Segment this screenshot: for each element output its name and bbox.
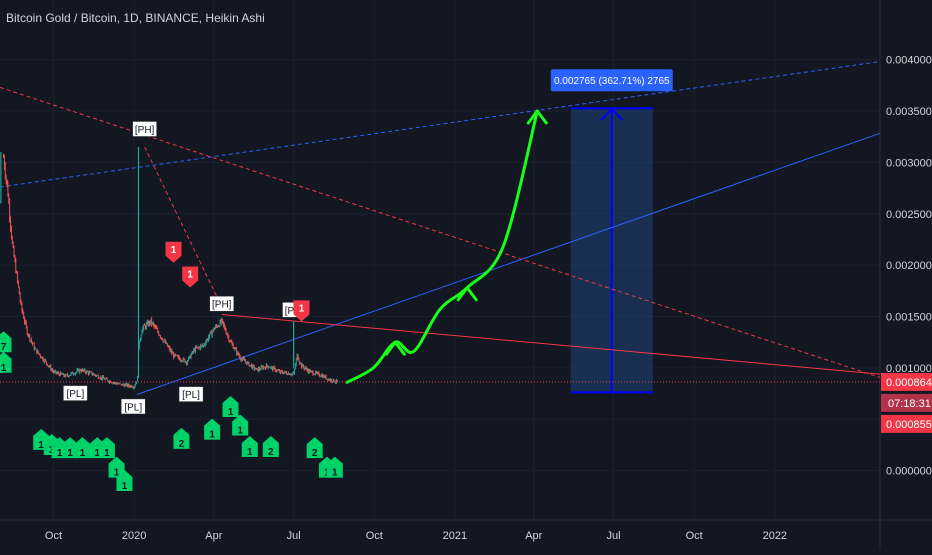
buy-signal-label: 2 [312, 448, 318, 459]
projection-path [345, 109, 539, 384]
pivot-label: [PL] [124, 402, 142, 413]
trendline-support-solid-blue [136, 132, 881, 396]
projection-arrow-head [456, 286, 478, 302]
price-tick-label: 0.001000 [886, 363, 932, 375]
buy-signal-marker [62, 437, 79, 459]
projection-arrow-head [384, 340, 406, 356]
price-tick-label: 0.002500 [886, 209, 932, 221]
buy-signal-label: 2 [179, 439, 185, 450]
buy-signal-label: 1 [80, 448, 86, 459]
sell-signal-label: 1 [171, 245, 177, 256]
buy-signal-label: 2 [268, 447, 274, 458]
price-tick-label: 0.003000 [886, 157, 932, 169]
measure-label-box [550, 69, 673, 92]
price-tick-label: 0.001500 [886, 312, 932, 324]
buy-signal-marker [306, 437, 323, 459]
symbol-title: Bitcoin Gold / Bitcoin, 1D, BINANCE, Hei… [6, 11, 265, 25]
price-tick-label: 0.002000 [886, 260, 932, 272]
buy-signal-marker [326, 456, 343, 478]
price-tick-label: 0.004000 [886, 55, 932, 67]
grid-lines [0, 0, 880, 520]
buy-signal-marker [222, 395, 239, 417]
countdown-tag [881, 393, 932, 412]
buy-signals: 17131111111211112211 [0, 331, 343, 492]
buy-signal-marker [108, 456, 125, 478]
price-tick-label: 0.000000 [886, 466, 932, 478]
buy-signal-marker [173, 427, 190, 449]
sell-signal-marker [182, 266, 199, 288]
pivot-label: [PL] [66, 389, 84, 400]
time-tick-label: Jul [287, 530, 301, 542]
buy-signal-label: 1 [122, 481, 128, 492]
sell-signal-label: 1 [299, 303, 305, 314]
last-price-value: 0.000864 [886, 377, 932, 389]
pivot-label: [PH] [212, 300, 232, 311]
pivot-label-box [120, 398, 146, 415]
time-tick-label: Apr [525, 530, 542, 542]
pivot-label: [PL] [182, 390, 200, 401]
pivot-label-box [209, 295, 235, 312]
buy-signal-label: 1 [247, 447, 253, 458]
buy-signal-marker [116, 469, 133, 491]
secondary-price-value: 0.000855 [886, 419, 932, 431]
buy-signal-label: 1 [114, 468, 120, 479]
buy-signal-label: 1 [104, 448, 110, 459]
trendline-descending-solid-red [221, 313, 881, 375]
sell-signal-marker [165, 241, 182, 263]
time-tick-label: Apr [205, 530, 222, 542]
measure-label: 0.002765 (362.71%) 2765 [554, 76, 670, 87]
buy-signal-marker [232, 414, 249, 436]
time-tick-label: 2022 [763, 530, 787, 542]
buy-signal-label: 1 [57, 448, 63, 459]
buy-signal-label: 1 [67, 448, 73, 459]
buy-signal-label: 1 [209, 430, 215, 441]
pivot-label-box [63, 385, 88, 401]
price-series-candles [0, 146, 338, 390]
buy-signal-marker [0, 331, 12, 353]
buy-signal-label: 1 [237, 425, 243, 436]
projection-arrow-head [526, 109, 548, 125]
buy-signal-marker [241, 436, 258, 458]
buy-signal-marker [0, 351, 12, 373]
buy-signal-label: 1 [1, 363, 7, 374]
buy-signal-label: 1 [95, 448, 101, 459]
countdown-value: 07:18:31 [888, 398, 931, 410]
buy-signal-marker [262, 436, 279, 458]
time-tick-label: 2020 [122, 530, 146, 542]
time-tick-label: 2021 [443, 530, 467, 542]
buy-signal-marker [98, 437, 115, 459]
time-axis: Oct 2020 Apr Jul Oct 2021 Apr Jul Oct 2022 [45, 530, 787, 542]
sell-signal-marker [293, 300, 310, 322]
price-tick-label: 0.003500 [886, 106, 932, 118]
secondary-price-tag [881, 414, 932, 433]
pivot-label-box [178, 386, 204, 402]
time-tick-label: Oct [366, 530, 383, 542]
buy-signal-label: 1 [38, 440, 44, 451]
buy-signal-label: 1 [228, 407, 234, 418]
time-tick-label: Oct [45, 530, 62, 542]
measure-arrow-head [600, 107, 624, 121]
buy-signal-label: 7 [1, 342, 7, 353]
last-price-tag [881, 372, 932, 391]
trendline-resistance-dotted-blue [0, 61, 881, 188]
sell-signals: 1 1 1 [165, 241, 310, 322]
buy-signal-label: 1 [332, 468, 338, 479]
pivot-label: [PH] [135, 125, 155, 136]
time-tick-label: Jul [607, 530, 621, 542]
sell-signal-label: 1 [187, 269, 193, 280]
buy-signal-marker [204, 418, 221, 440]
buy-signal-marker [74, 437, 91, 459]
pivot-label-box [132, 121, 157, 137]
time-tick-label: Oct [686, 530, 703, 542]
